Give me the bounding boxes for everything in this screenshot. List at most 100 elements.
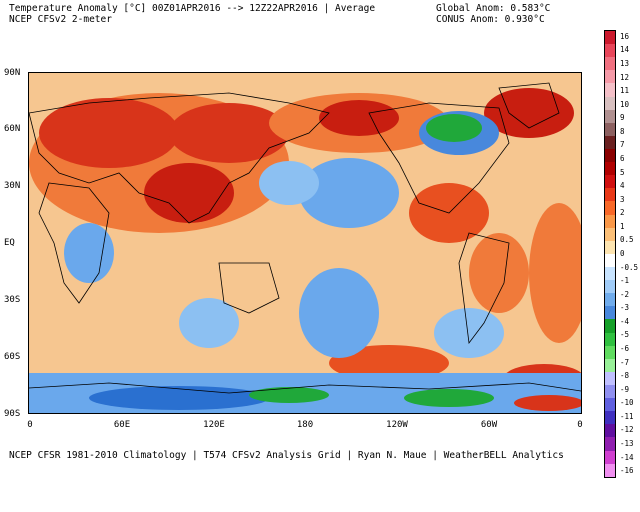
colorbar-cell <box>605 122 615 136</box>
colorbar-label: 7 <box>620 140 625 150</box>
colorbar-cell <box>605 463 615 477</box>
colorbar-cell <box>605 135 615 149</box>
colorbar-label: -6 <box>620 344 630 354</box>
lat-label: 90N <box>4 68 21 78</box>
colorbar-label: 4 <box>620 181 625 191</box>
alaska-hot <box>319 100 399 136</box>
colorbar-label: -4 <box>620 316 630 326</box>
colorbar-cell <box>605 240 615 254</box>
colorbar-label: 8 <box>620 126 625 136</box>
colorbar-cell <box>605 83 615 97</box>
colorbar-cell <box>605 293 615 307</box>
indian-ocean-cool <box>179 298 239 348</box>
east-antarctic-cold <box>89 386 269 410</box>
colorbar-cell <box>605 31 615 45</box>
antarctic-hot <box>514 395 581 411</box>
colorbar-label: -11 <box>620 411 634 421</box>
colorbar-label: 16 <box>620 31 630 41</box>
anomaly-map <box>28 72 582 414</box>
lon-label: 120E <box>203 420 225 430</box>
colorbar-label: 14 <box>620 45 630 55</box>
colorbar-label: -1 <box>620 276 630 286</box>
africa-outline <box>38 182 110 304</box>
canada-cold <box>426 114 482 142</box>
colorbar-cell <box>605 424 615 438</box>
colorbar-cell <box>605 437 615 451</box>
colorbar-label: 5 <box>620 167 625 177</box>
north-america-outline <box>368 102 510 214</box>
colorbar-label: 2 <box>620 208 625 218</box>
lat-label: 60S <box>4 352 21 362</box>
colorbar-cell <box>605 398 615 412</box>
colorbar-cell <box>605 306 615 320</box>
colorbar-cell <box>605 188 615 202</box>
lat-label: 30N <box>4 181 21 191</box>
map-svg <box>29 73 581 413</box>
lat-label: 90S <box>4 409 21 419</box>
south-pacific-warm <box>329 345 449 381</box>
colorbar-cell <box>605 358 615 372</box>
lat-label: EQ <box>4 238 15 248</box>
footer-credits: NCEP CFSR 1981-2010 Climatology | T574 C… <box>9 450 564 461</box>
australia-outline <box>218 262 280 314</box>
colorbar-cell <box>605 319 615 333</box>
europe-hot <box>39 98 179 168</box>
colorbar-cell <box>605 57 615 71</box>
greenland-hot <box>484 88 574 138</box>
colorbar-cell <box>605 227 615 241</box>
colorbar-cell <box>605 162 615 176</box>
lon-label: 120W <box>386 420 408 430</box>
map-subtitle: NCEP CFSv2 2-meter <box>9 14 112 25</box>
colorbar-label: -10 <box>620 398 634 408</box>
colorbar-label: -0.5 <box>620 262 639 272</box>
colorbar-cell <box>605 109 615 123</box>
colorbar-label: -14 <box>620 452 634 462</box>
antarctica-outline <box>29 382 581 394</box>
antarctic-very-cold <box>249 387 329 403</box>
colorbar-label: -8 <box>620 371 630 381</box>
colorbar-label: 9 <box>620 113 625 123</box>
colorbar-cell <box>605 148 615 163</box>
asia-hot <box>144 163 234 223</box>
lat-label: 30S <box>4 295 21 305</box>
conus-anomaly: CONUS Anom: 0.930°C <box>436 14 545 25</box>
colorbar <box>604 30 616 478</box>
colorbar-cell <box>605 214 615 228</box>
colorbar-label: 10 <box>620 99 630 109</box>
colorbar-label: 11 <box>620 86 630 96</box>
lon-label: 0 <box>27 420 33 430</box>
eurasia-outline <box>29 92 330 224</box>
colorbar-cell <box>605 175 615 189</box>
colorbar-label: 12 <box>620 72 630 82</box>
colorbar-cell <box>605 253 615 267</box>
colorbar-cell <box>605 371 615 385</box>
colorbar-cell <box>605 201 615 215</box>
colorbar-label: 1 <box>620 221 625 231</box>
colorbar-label: 0.5 <box>620 235 634 245</box>
lon-label: 60W <box>480 420 498 430</box>
colorbar-cell <box>605 332 615 346</box>
map-title: Temperature Anomaly [°C] 00Z01APR2016 --… <box>9 3 376 14</box>
colorbar-label: -9 <box>620 384 630 394</box>
global-anomaly: Global Anom: 0.583°C <box>436 3 551 14</box>
colorbar-cell <box>605 345 615 359</box>
south-america-warm <box>469 233 529 313</box>
colorbar-label: 3 <box>620 194 625 204</box>
south-pacific-cool <box>299 268 379 358</box>
colorbar-cell <box>605 384 615 399</box>
north-pacific-cool <box>299 158 399 228</box>
lat-label: 60N <box>4 124 21 134</box>
greenland-outline <box>498 82 560 129</box>
colorbar-label: -3 <box>620 303 630 313</box>
coastlines <box>29 82 581 394</box>
colorbar-cell <box>605 280 615 294</box>
weddell-very-cold <box>404 389 494 407</box>
colorbar-label: 13 <box>620 58 630 68</box>
west-pacific-cool <box>259 161 319 205</box>
lon-label: 180 <box>296 420 314 430</box>
colorbar-label: -12 <box>620 425 634 435</box>
colorbar-cell <box>605 411 615 425</box>
south-america-outline <box>458 232 510 345</box>
colorbar-cell <box>605 266 615 281</box>
colorbar-cell <box>605 450 615 464</box>
